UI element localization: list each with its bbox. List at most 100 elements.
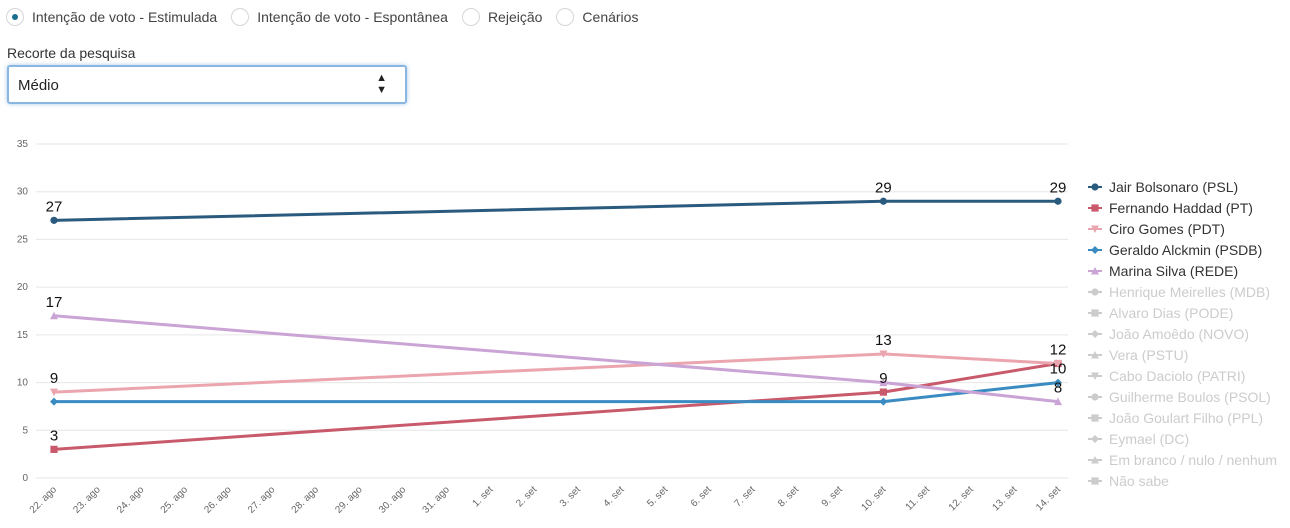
data-label: 17 xyxy=(46,294,63,311)
legend-item[interactable]: Eymael (DC) xyxy=(1088,431,1189,447)
legend-item[interactable]: Ciro Gomes (PDT) xyxy=(1088,221,1225,237)
legend-label: Geraldo Alckmin (PSDB) xyxy=(1109,242,1262,258)
series-geraldo-alckmin-psdb-[interactable] xyxy=(50,378,1062,406)
x-tick-label: 26. ago xyxy=(202,484,234,516)
x-tick-label: 24. ago xyxy=(115,484,147,516)
x-tick-label: 8. set xyxy=(776,484,801,509)
x-tick-label: 29. ago xyxy=(333,484,365,516)
x-tick-label: 11. set xyxy=(904,484,933,513)
x-tick-label: 27. ago xyxy=(246,484,278,516)
select-value: Médio xyxy=(18,77,59,94)
data-point xyxy=(1054,378,1062,387)
data-point xyxy=(50,445,58,453)
legend-item[interactable]: Não sabe xyxy=(1088,473,1169,489)
data-label: 9 xyxy=(879,370,887,387)
legend-label: Alvaro Dias (PODE) xyxy=(1109,305,1233,321)
data-label: 3 xyxy=(50,427,58,444)
data-label: 13 xyxy=(875,332,892,349)
radio-option-rejeicao[interactable]: Rejeição xyxy=(461,8,542,26)
legend-marker xyxy=(1091,225,1099,233)
legend-marker xyxy=(1091,267,1099,275)
filter-label: Recorte da pesquisa xyxy=(7,45,136,61)
series-marina-silva-rede-[interactable] xyxy=(50,311,1062,406)
legend-item[interactable]: Alvaro Dias (PODE) xyxy=(1088,305,1233,321)
survey-cut-select[interactable]: Médio ▲ ▼ xyxy=(7,65,407,104)
x-tick-label: 22. ago xyxy=(28,484,60,516)
x-tick-label: 6. set xyxy=(689,484,714,509)
radio-option-espontanea[interactable]: Intenção de voto - Espontânea xyxy=(231,8,448,26)
survey-type-radio-group: Intenção de voto - Estimulada Intenção d… xyxy=(6,8,652,26)
legend-label: Guilherme Boulos (PSOL) xyxy=(1109,389,1271,405)
radio-unchecked-icon[interactable] xyxy=(556,8,575,26)
legend-item[interactable]: Guilherme Boulos (PSOL) xyxy=(1088,389,1271,405)
legend-marker xyxy=(1091,309,1099,317)
series-line xyxy=(53,199,1058,222)
y-tick-label: 25 xyxy=(17,234,29,245)
legend-marker xyxy=(1091,246,1099,254)
series-fernando-haddad-pt-[interactable] xyxy=(50,359,1062,453)
x-tick-label: 30. ago xyxy=(377,484,409,516)
data-point xyxy=(1054,359,1062,368)
legend-item[interactable]: João Goulart Filho (PPL) xyxy=(1088,410,1263,426)
legend-item[interactable]: Fernando Haddad (PT) xyxy=(1088,200,1253,216)
x-tick-label: 25. ago xyxy=(159,484,191,516)
radio-option-cenarios[interactable]: Cenários xyxy=(556,8,638,26)
legend-marker xyxy=(1091,372,1099,380)
data-point xyxy=(50,311,58,320)
radio-option-estimulada[interactable]: Intenção de voto - Estimulada xyxy=(6,8,217,26)
data-point xyxy=(50,216,58,224)
data-point xyxy=(879,350,888,358)
legend-label: Não sabe xyxy=(1109,473,1169,489)
legend-marker xyxy=(1091,456,1099,464)
x-tick-label: 12. set xyxy=(947,484,976,513)
legend-marker xyxy=(1091,414,1099,422)
x-tick-label: 4. set xyxy=(602,484,627,509)
y-axis: 0 5 10 15 20 25 30 35 xyxy=(17,139,29,484)
legend-item[interactable]: Vera (PSTU) xyxy=(1088,347,1188,363)
legend-item[interactable]: Marina Silva (REDE) xyxy=(1088,263,1238,279)
x-tick-label: 14. set xyxy=(1034,484,1063,513)
legend-marker xyxy=(1091,477,1099,485)
legend-marker xyxy=(1091,393,1099,401)
radio-checked-icon[interactable] xyxy=(6,8,24,26)
legend-marker xyxy=(1091,204,1099,212)
legend-label: João Amoêdo (NOVO) xyxy=(1109,326,1249,342)
x-tick-label: 13. set xyxy=(990,484,1019,513)
legend-item[interactable]: Em branco / nulo / nenhum xyxy=(1088,452,1277,468)
legend-item[interactable]: Geraldo Alckmin (PSDB) xyxy=(1088,242,1262,258)
data-label: 29 xyxy=(1050,179,1067,196)
x-tick-label: 28. ago xyxy=(290,484,322,516)
series-line xyxy=(53,362,1059,451)
y-tick-label: 35 xyxy=(17,139,29,150)
data-point xyxy=(50,388,58,397)
legend-item[interactable]: Henrique Meirelles (MDB) xyxy=(1088,284,1270,300)
legend-label: João Goulart Filho (PPL) xyxy=(1109,410,1263,426)
legend-label: Jair Bolsonaro (PSL) xyxy=(1109,179,1238,195)
y-tick-label: 15 xyxy=(17,330,29,341)
radio-label-estimulada: Intenção de voto - Estimulada xyxy=(32,9,218,25)
series-ciro-gomes-pdt-[interactable] xyxy=(50,350,1062,397)
legend-label: Cabo Daciolo (PATRI) xyxy=(1109,368,1245,384)
data-label: 29 xyxy=(875,179,892,196)
radio-unchecked-icon[interactable] xyxy=(461,8,480,26)
legend-label: Eymael (DC) xyxy=(1109,431,1189,447)
legend-marker xyxy=(1091,330,1099,338)
series-jair-bolsonaro-psl-[interactable] xyxy=(50,197,1062,224)
legend-label: Em branco / nulo / nenhum xyxy=(1109,452,1277,468)
legend-item[interactable]: Cabo Daciolo (PATRI) xyxy=(1088,368,1245,384)
grid-lines xyxy=(36,143,1068,479)
data-label: 27 xyxy=(46,198,63,215)
line-chart: 0 5 10 15 20 25 30 35 22. ago 23. ago 24. ago 25. … xyxy=(17,139,1277,516)
legend-item[interactable]: João Amoêdo (NOVO) xyxy=(1088,326,1249,342)
legend-label: Vera (PSTU) xyxy=(1109,347,1188,363)
legend-marker xyxy=(1091,288,1099,296)
legend-label: Henrique Meirelles (MDB) xyxy=(1109,284,1270,300)
x-tick-label: 1. set xyxy=(471,484,496,509)
chart-legend: Jair Bolsonaro (PSL) Fernando Haddad (PT)… xyxy=(1088,179,1277,489)
legend-item[interactable]: Jair Bolsonaro (PSL) xyxy=(1088,179,1238,195)
y-tick-label: 20 xyxy=(17,282,29,293)
data-point xyxy=(50,397,58,406)
x-axis: 22. ago 23. ago 24. ago 25. ago 26. ago 27. a… xyxy=(28,484,1064,516)
y-tick-label: 30 xyxy=(17,187,29,198)
radio-unchecked-icon[interactable] xyxy=(231,8,250,26)
